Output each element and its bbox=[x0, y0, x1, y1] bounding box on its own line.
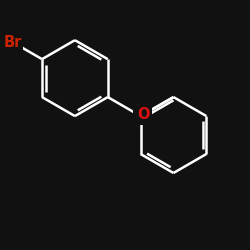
Text: N: N bbox=[134, 108, 147, 124]
Text: Br: Br bbox=[3, 34, 22, 50]
Text: O: O bbox=[138, 107, 150, 122]
